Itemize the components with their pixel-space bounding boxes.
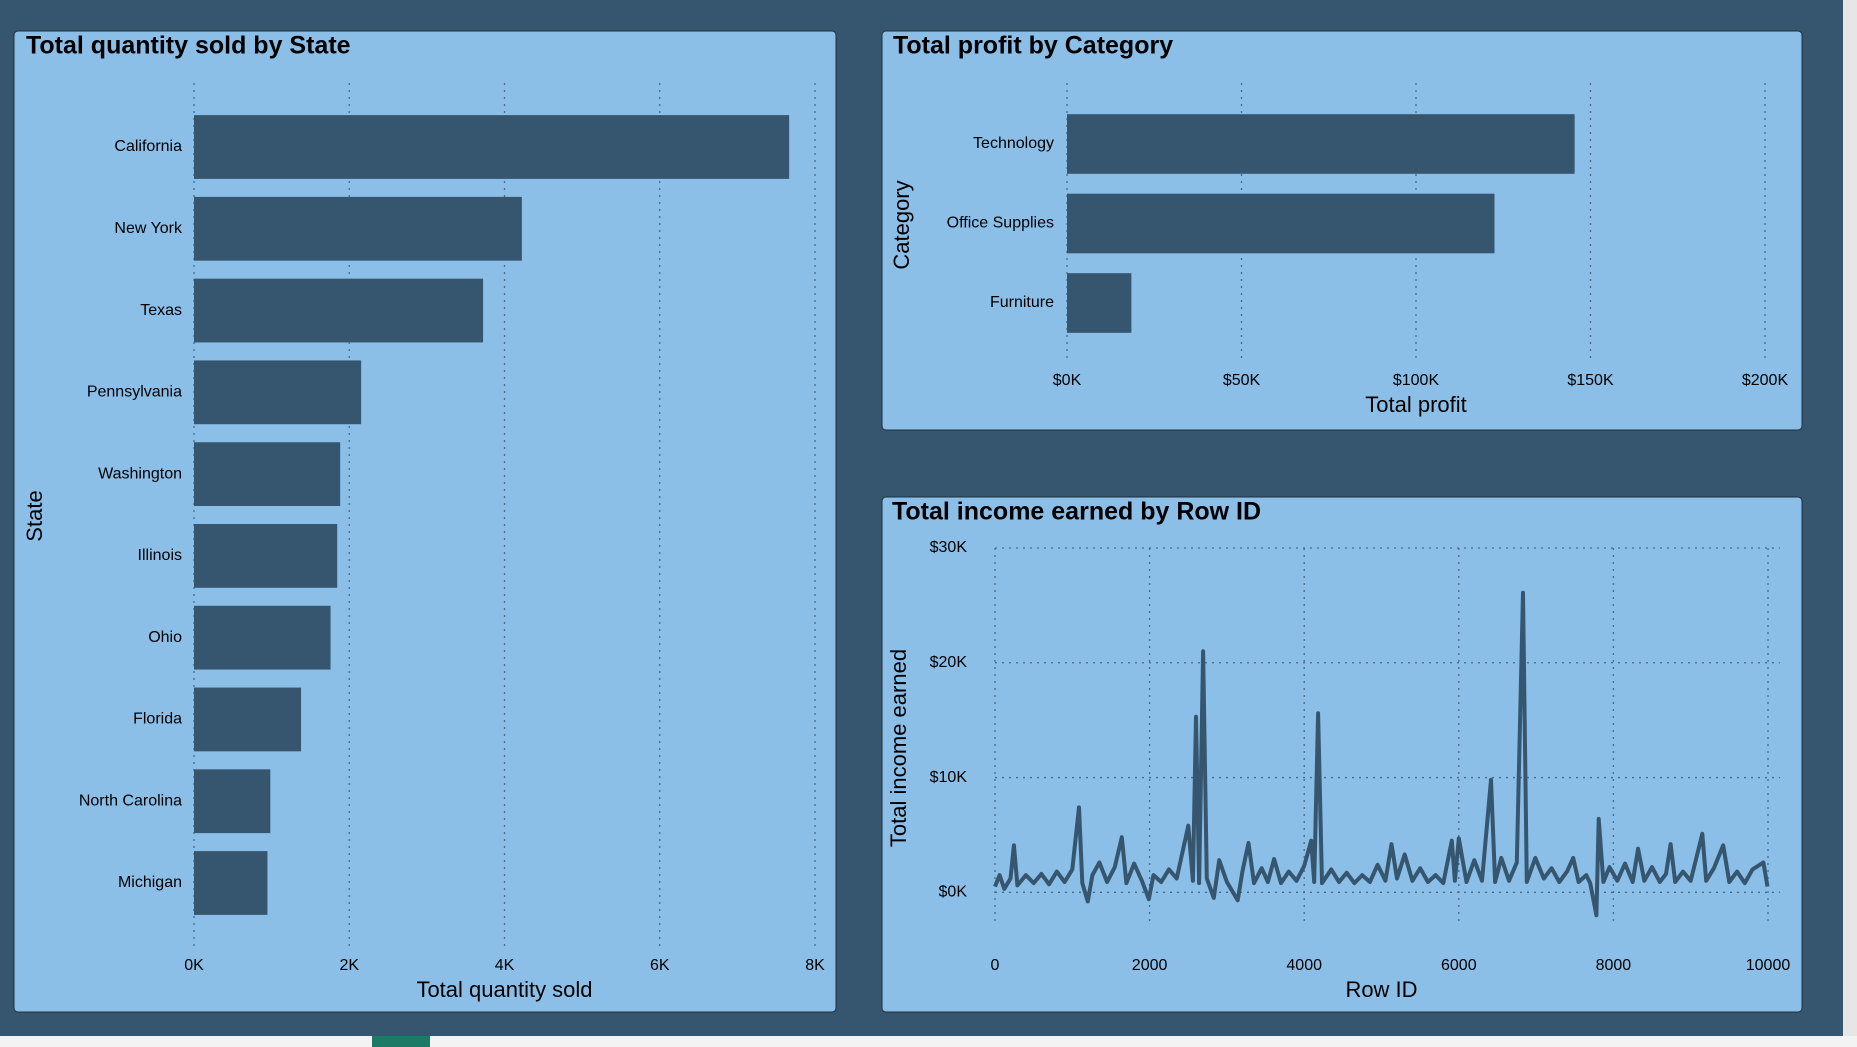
panel [13,30,837,1013]
y-tick-label: North Carolina [79,792,182,809]
bar [194,769,271,834]
x-axis-label: Total profit [1365,392,1467,417]
chart-title: Total income earned by Row ID [892,498,1261,526]
x-tick-label: 6000 [1441,957,1477,974]
x-tick-label: 8K [805,957,825,974]
y-axis-label: Category [889,180,914,269]
chart-title: Total quantity sold by State [26,32,351,60]
x-tick-label: 0 [991,957,1000,974]
active-tab[interactable] [372,1036,430,1047]
bar [194,278,484,343]
y-axis-label: Total income earned [886,649,911,847]
y-tick-label: California [114,138,182,155]
x-tick-label: 8000 [1596,957,1632,974]
x-axis-label: Total quantity sold [416,977,592,1002]
y-tick-label: $20K [930,654,968,671]
y-tick-label: Ohio [148,629,182,646]
bar [194,196,522,261]
bar [194,523,338,588]
x-tick-label: 2K [339,957,359,974]
y-tick-label: $0K [939,884,968,901]
scrollbar[interactable] [1843,0,1857,1036]
bar [194,442,341,507]
x-tick-label: $100K [1393,372,1440,389]
x-tick-label: 6K [650,957,670,974]
bar [194,687,302,752]
y-tick-label: Pennsylvania [87,384,182,401]
chart-title: Total profit by Category [893,32,1173,60]
x-tick-label: $50K [1223,372,1261,389]
x-tick-label: 2000 [1132,957,1168,974]
x-tick-label: 10000 [1746,957,1791,974]
bar [194,115,790,179]
y-tick-label: Technology [973,135,1054,152]
tab-strip [0,1036,1857,1047]
y-axis-label: State [22,490,47,541]
y-tick-label: New York [114,220,183,237]
x-tick-label: 4K [495,957,515,974]
y-tick-label: $10K [930,769,968,786]
y-tick-label: Florida [133,711,182,728]
bar [194,360,362,425]
x-tick-label: $150K [1567,372,1614,389]
y-tick-label: Michigan [118,874,182,891]
bar [1067,114,1575,174]
y-tick-label: Texas [140,302,182,319]
x-tick-label: 0K [184,957,204,974]
x-tick-label: $0K [1053,372,1082,389]
y-tick-label: $30K [930,539,968,556]
bar [1067,193,1495,254]
y-tick-label: Office Supplies [947,215,1054,232]
x-tick-label: 4000 [1286,957,1322,974]
y-tick-label: Illinois [138,547,182,564]
x-axis-label: Row ID [1345,977,1417,1002]
bar [194,605,331,670]
x-tick-label: $200K [1742,372,1789,389]
y-tick-label: Washington [98,465,182,482]
bar [194,851,268,915]
y-tick-label: Furniture [990,294,1054,311]
line [993,590,1770,918]
bar [1067,273,1132,333]
panel [881,496,1803,1013]
